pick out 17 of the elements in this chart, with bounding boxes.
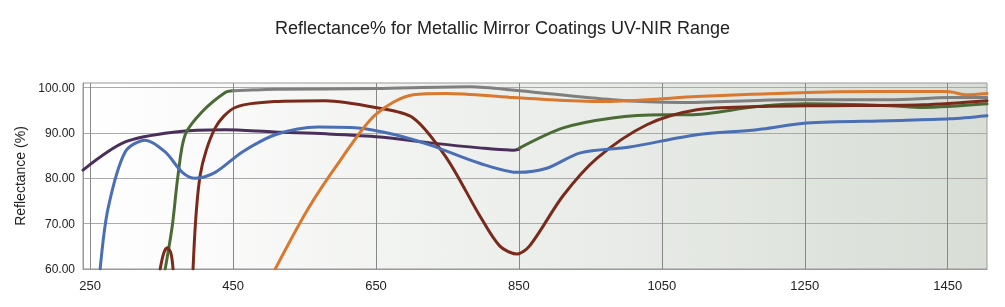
line-series [98,114,989,271]
y-tick-label: 60.00 [44,262,76,276]
y-axis-title: Reflectance (%) [12,126,29,226]
line-series [163,89,235,271]
x-tick-label: 1450 [933,278,963,293]
y-tick-label: 100.00 [38,80,76,95]
line-series [81,128,521,172]
y-tick-label: 70.00 [44,216,76,231]
x-tick-label: 450 [222,278,244,293]
x-tick-label: 1250 [790,278,820,293]
y-tick-label: 80.00 [44,171,76,186]
x-tick-label: 650 [365,278,387,293]
x-tick-label: 1050 [647,278,677,293]
y-tick-label: 90.00 [44,125,76,140]
x-tick-label: 850 [508,278,530,293]
x-tick-label: 250 [79,278,101,293]
chart-title: Reflectance% for Metallic Mirror Coatings UV-NIR Range [274,18,731,38]
